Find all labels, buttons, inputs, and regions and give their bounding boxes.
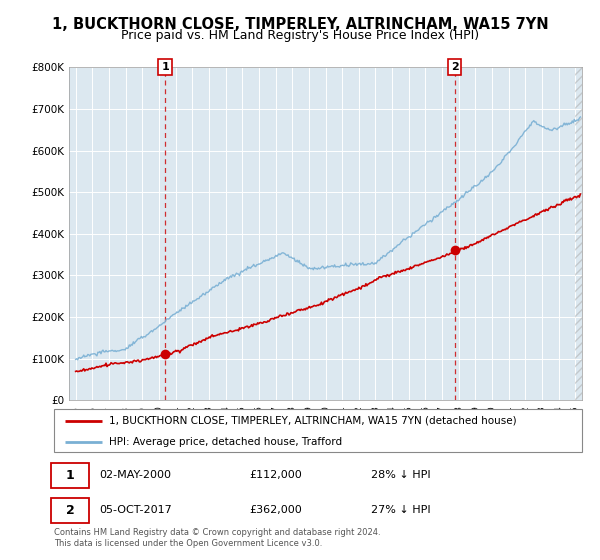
Text: £112,000: £112,000 — [250, 470, 302, 480]
Bar — [575, 67, 584, 400]
Text: Contains HM Land Registry data © Crown copyright and database right 2024.
This d: Contains HM Land Registry data © Crown c… — [54, 528, 380, 548]
Text: 27% ↓ HPI: 27% ↓ HPI — [371, 505, 430, 515]
Text: 28% ↓ HPI: 28% ↓ HPI — [371, 470, 430, 480]
Text: 1, BUCKTHORN CLOSE, TIMPERLEY, ALTRINCHAM, WA15 7YN (detached house): 1, BUCKTHORN CLOSE, TIMPERLEY, ALTRINCHA… — [109, 416, 517, 426]
FancyBboxPatch shape — [52, 498, 89, 522]
Bar — [575, 67, 584, 400]
FancyBboxPatch shape — [52, 463, 89, 488]
Text: Price paid vs. HM Land Registry's House Price Index (HPI): Price paid vs. HM Land Registry's House … — [121, 29, 479, 42]
Text: HPI: Average price, detached house, Trafford: HPI: Average price, detached house, Traf… — [109, 437, 343, 446]
Text: 1: 1 — [161, 62, 169, 72]
FancyBboxPatch shape — [54, 409, 582, 452]
Text: 05-OCT-2017: 05-OCT-2017 — [99, 505, 172, 515]
Text: 2: 2 — [451, 62, 458, 72]
Text: £362,000: £362,000 — [250, 505, 302, 515]
Text: 02-MAY-2000: 02-MAY-2000 — [99, 470, 171, 480]
Text: 1: 1 — [66, 469, 75, 482]
Text: 1, BUCKTHORN CLOSE, TIMPERLEY, ALTRINCHAM, WA15 7YN: 1, BUCKTHORN CLOSE, TIMPERLEY, ALTRINCHA… — [52, 17, 548, 32]
Text: 2: 2 — [66, 503, 75, 517]
